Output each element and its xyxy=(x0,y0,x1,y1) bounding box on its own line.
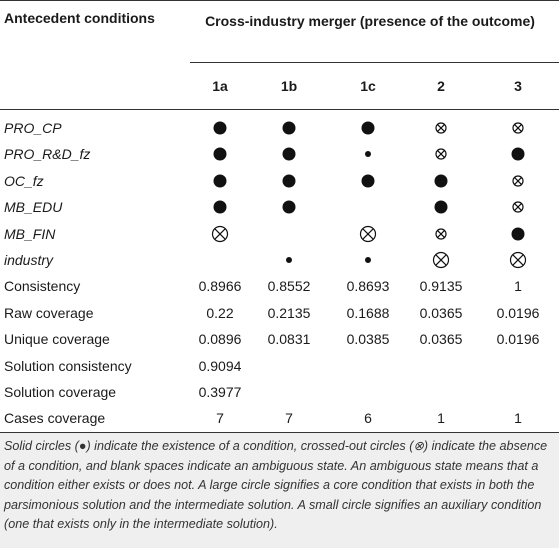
cell-value: 0.8693 xyxy=(346,278,390,295)
row-label: Unique coverage xyxy=(4,331,110,348)
solid-circle xyxy=(213,174,227,188)
group-rule xyxy=(190,62,559,63)
crossed-circle xyxy=(435,148,447,160)
cell-value: 6 xyxy=(364,410,372,427)
solid-circle xyxy=(282,174,296,188)
cell-value: 1 xyxy=(514,278,522,295)
cell-value: 7 xyxy=(216,410,224,427)
solid-circle xyxy=(434,174,448,188)
column-header: 1c xyxy=(360,78,376,94)
row-label: Solution coverage xyxy=(4,384,117,400)
crossed-circle xyxy=(435,122,447,134)
cell-value: 0.8966 xyxy=(198,278,242,295)
row-label: MB_EDU xyxy=(4,199,63,216)
cell-value: 0.9094 xyxy=(198,357,242,374)
top-rule xyxy=(0,0,559,1)
row-label: Cases coverage xyxy=(4,410,106,427)
solid-circle xyxy=(511,147,525,161)
cell-value: 0.0196 xyxy=(496,331,540,348)
crossed-circle xyxy=(359,225,377,242)
cell-value: 7 xyxy=(285,410,293,427)
cell-value: 0.2135 xyxy=(267,304,311,321)
cell-value: 0.22 xyxy=(206,304,234,321)
crossed-circle xyxy=(435,227,447,240)
stub-header: Antecedent conditions xyxy=(4,10,155,26)
cell-value: 0.0385 xyxy=(346,331,390,348)
row-label: Consistency xyxy=(4,278,81,295)
crossed-circle xyxy=(512,201,524,213)
cell-value: 1 xyxy=(514,410,522,427)
cell-value: 0.0831 xyxy=(267,331,311,348)
cell-value: 1 xyxy=(437,410,445,427)
solid-circle xyxy=(282,147,296,161)
solid-circle xyxy=(361,121,375,135)
cell-value: 0.1688 xyxy=(346,304,390,321)
column-header: 1b xyxy=(280,78,298,94)
solid-circle xyxy=(365,257,371,263)
row-label: Raw coverage xyxy=(4,304,94,321)
table-note: Solid circles (●) indicate the existence… xyxy=(0,433,559,548)
cell-value: 0.0196 xyxy=(496,304,540,321)
cell-value: 0.0365 xyxy=(419,304,463,321)
crossed-circle xyxy=(509,251,527,269)
solid-circle xyxy=(511,227,525,241)
row-label: Solution consistency xyxy=(4,357,132,374)
cell-value: 0.0365 xyxy=(419,331,463,348)
column-header: 2 xyxy=(437,78,445,94)
row-label: PRO_R&D_fz xyxy=(4,146,91,163)
column-header: 1a xyxy=(212,78,228,94)
bottom-rule xyxy=(0,432,559,433)
solid-circle xyxy=(282,121,296,135)
solid-circle xyxy=(361,174,375,188)
solid-circle xyxy=(213,200,227,214)
solid-circle xyxy=(434,200,448,214)
crossed-circle xyxy=(211,225,229,242)
cell-value: 0.8552 xyxy=(267,278,311,295)
crossed-circle xyxy=(432,251,450,269)
cell-value: 0.3977 xyxy=(198,384,242,400)
crossed-circle xyxy=(512,175,524,187)
row-label: MB_FIN xyxy=(4,225,56,242)
group-header: Cross-industry merger (presence of the o… xyxy=(205,13,535,29)
header-rule xyxy=(0,109,559,110)
cell-value: 0.9135 xyxy=(419,278,463,295)
row-label: industry xyxy=(4,252,54,268)
solid-circle xyxy=(286,257,292,263)
crossed-circle xyxy=(512,122,524,134)
row-label: OC_fz xyxy=(4,172,44,189)
solid-circle xyxy=(213,147,227,161)
solid-circle xyxy=(365,151,371,158)
solid-circle xyxy=(213,121,227,135)
cell-value: 0.0896 xyxy=(198,331,242,348)
row-label: PRO_CP xyxy=(4,120,62,136)
column-header: 3 xyxy=(514,78,522,94)
solid-circle xyxy=(282,200,296,214)
